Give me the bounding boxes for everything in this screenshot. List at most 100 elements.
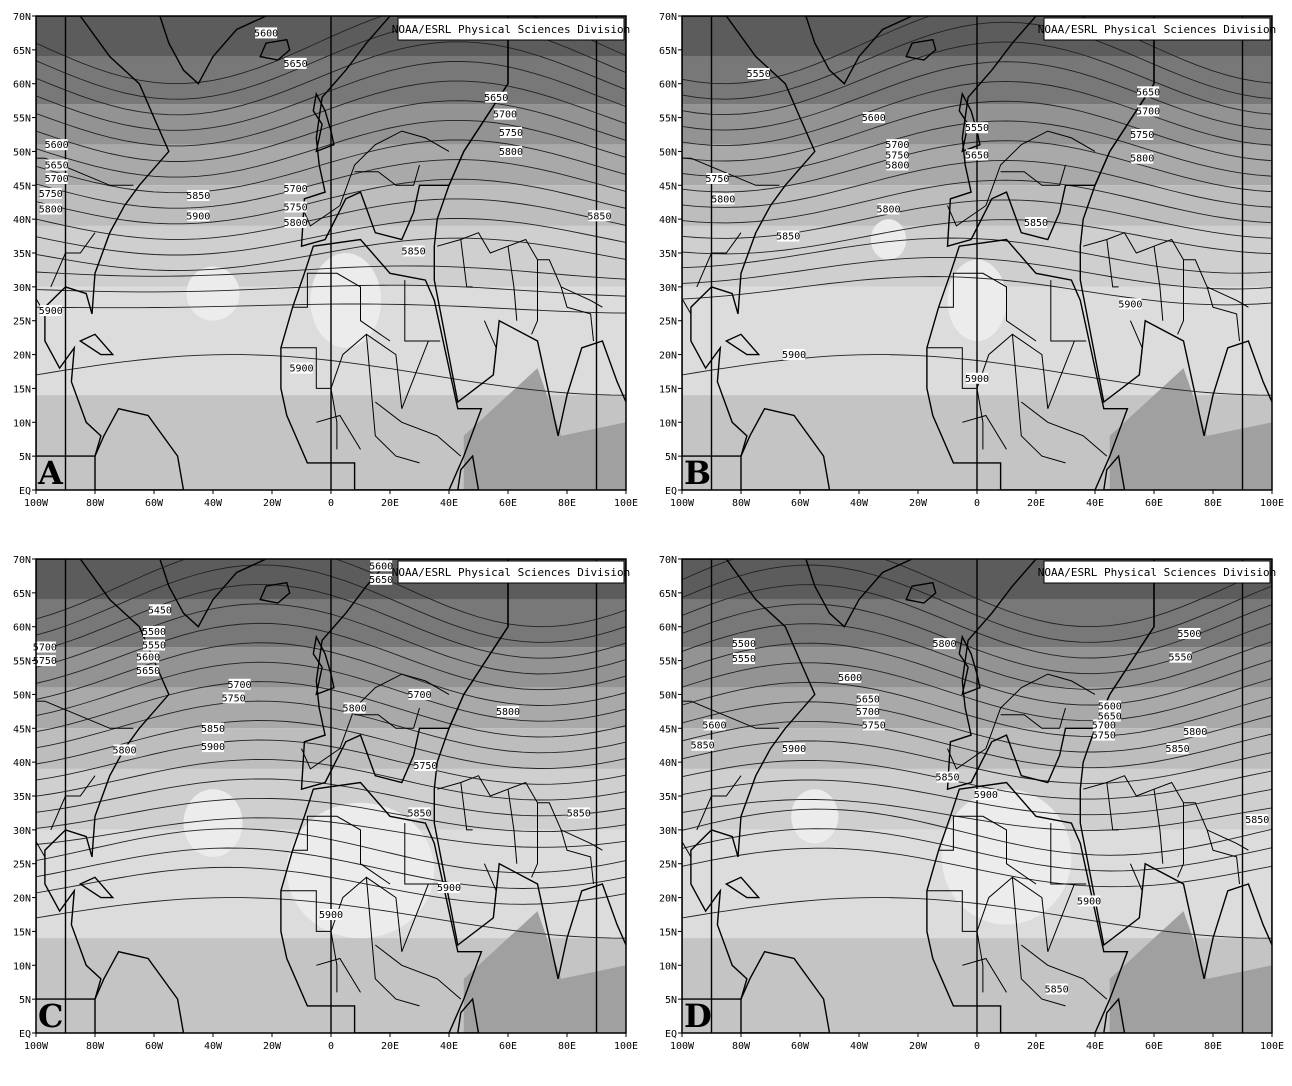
svg-text:5750: 5750 (705, 174, 729, 185)
contour-label: 5850 (1245, 814, 1269, 826)
lat-tick-label: 35N (13, 249, 31, 260)
lon-tick-label: 100W (24, 1041, 49, 1052)
lon-tick-label: 60W (145, 498, 164, 509)
lon-tick-label: 20W (909, 498, 928, 509)
lat-tick-label: 30N (13, 283, 31, 294)
svg-text:5650: 5650 (965, 150, 989, 161)
coastline-britain (312, 91, 335, 153)
lat-tick-label: EQ (665, 486, 677, 497)
map-svg: 5600 5650 5650 5700 5750 5800 5600 5650 5700 5750… (13, 12, 638, 509)
svg-text:5800: 5800 (1183, 727, 1207, 738)
contour-label: 5800 (933, 638, 957, 650)
lat-tick-label: 40N (659, 758, 677, 769)
contour-label: 5500 (142, 625, 166, 638)
credit-box: NOAA/ESRL Physical Sciences Division (1038, 17, 1276, 41)
svg-text:5700: 5700 (33, 643, 57, 654)
svg-text:5900: 5900 (201, 742, 225, 753)
contour-label: 5900 (201, 741, 225, 753)
lon-tick-label: 20W (263, 1041, 282, 1052)
lat-tick-label: 60N (659, 80, 677, 91)
lon-tick-label: 80E (558, 498, 576, 509)
contour-label: 5550 (965, 122, 989, 134)
coastline-southAmerica (740, 407, 831, 490)
svg-text:5800: 5800 (284, 218, 308, 229)
svg-text:5900: 5900 (319, 910, 343, 921)
svg-text:5800: 5800 (499, 147, 523, 158)
lat-tick-label: 45N (659, 724, 677, 735)
svg-text:5850: 5850 (691, 741, 715, 752)
coastline-africa (926, 238, 1129, 490)
svg-text:5650: 5650 (1098, 712, 1122, 723)
contour-label: 5800 (39, 203, 63, 215)
contour-label: 5900 (1077, 895, 1101, 907)
contour-label: 5750 (885, 149, 909, 161)
lat-tick-label: 10N (659, 961, 677, 972)
contour-label: 5750 (705, 173, 729, 185)
svg-text:5800: 5800 (933, 639, 957, 650)
lat-tick-label: 70N (659, 12, 677, 23)
contour-label: 5700 (228, 678, 252, 691)
svg-text:5650: 5650 (1136, 87, 1160, 98)
contour-label: 5550 (747, 68, 771, 80)
lat-tick-label: 5N (665, 452, 677, 463)
contour-label: 5500 (1177, 627, 1201, 640)
lon-tick-label: 20W (263, 498, 282, 509)
contour-label: 5750 (413, 760, 437, 772)
svg-text:5500: 5500 (1177, 629, 1201, 640)
lat-tick-label: 5N (19, 452, 31, 463)
svg-text:5600: 5600 (136, 653, 160, 664)
svg-text:5700: 5700 (45, 174, 69, 185)
coastline-greenland (159, 16, 267, 85)
contour-label: 5900 (289, 362, 314, 375)
svg-text:5850: 5850 (402, 246, 426, 257)
lat-tick-label: 55N (13, 114, 31, 125)
lat-tick-label: 40N (13, 215, 31, 226)
lon-tick-label: 60E (499, 498, 517, 509)
svg-text:5850: 5850 (935, 773, 959, 784)
credit-box: NOAA/ESRL Physical Sciences Division (392, 17, 630, 41)
lon-tick-label: 60W (791, 1041, 810, 1052)
lat-tick-label: EQ (19, 1029, 31, 1040)
contour-label: 5800 (499, 145, 523, 158)
lat-tick-label: 5N (665, 995, 677, 1006)
contour-label: 5850 (691, 739, 715, 752)
contour-label: 5600 (136, 651, 160, 664)
lat-tick-label: 35N (659, 249, 677, 260)
contour-label: 5650 (484, 91, 508, 104)
contour-label: 5650 (369, 573, 393, 586)
contour-label: 5850 (407, 807, 432, 819)
lon-tick-label: 80E (1204, 1041, 1222, 1052)
lat-tick-label: 30N (13, 826, 31, 837)
coastline-asia (1079, 559, 1272, 979)
contour-label: 5450 (148, 604, 172, 616)
coastline-madagascarStub (457, 454, 480, 490)
contour-label: 5600 (45, 139, 69, 151)
svg-text:5750: 5750 (39, 189, 63, 200)
coastline-southAmerica (94, 950, 185, 1033)
contour-label: 5700 (885, 139, 909, 151)
coastline-southAmerica (740, 950, 831, 1033)
svg-text:5900: 5900 (965, 374, 989, 385)
lon-tick-label: 80W (86, 1041, 105, 1052)
contour-label: 5700 (45, 173, 69, 185)
lat-tick-label: 15N (659, 384, 677, 395)
lon-tick-label: 100E (1260, 1041, 1284, 1052)
contour-label: 5900 (437, 881, 461, 894)
lat-tick-label: 10N (13, 418, 31, 429)
contour-label: 5650 (284, 57, 308, 70)
svg-text:5800: 5800 (112, 745, 136, 756)
lon-tick-label: 40W (204, 1041, 223, 1052)
contour-label: 5800 (343, 702, 367, 714)
coastline-madagascarStub (1103, 454, 1126, 490)
lat-tick-label: 10N (13, 961, 31, 972)
svg-text:5700: 5700 (407, 690, 431, 701)
svg-text:5600: 5600 (254, 28, 278, 39)
lon-tick-label: 100W (24, 498, 49, 509)
contour-label: 5900 (974, 789, 998, 801)
lat-tick-label: 65N (659, 46, 677, 57)
lon-tick-label: 60W (145, 1041, 164, 1052)
lat-tick-label: 35N (13, 792, 31, 803)
lat-tick-label: 25N (13, 860, 31, 871)
panel-letter: C (38, 997, 63, 1035)
contour-label: 5800 (284, 217, 308, 229)
